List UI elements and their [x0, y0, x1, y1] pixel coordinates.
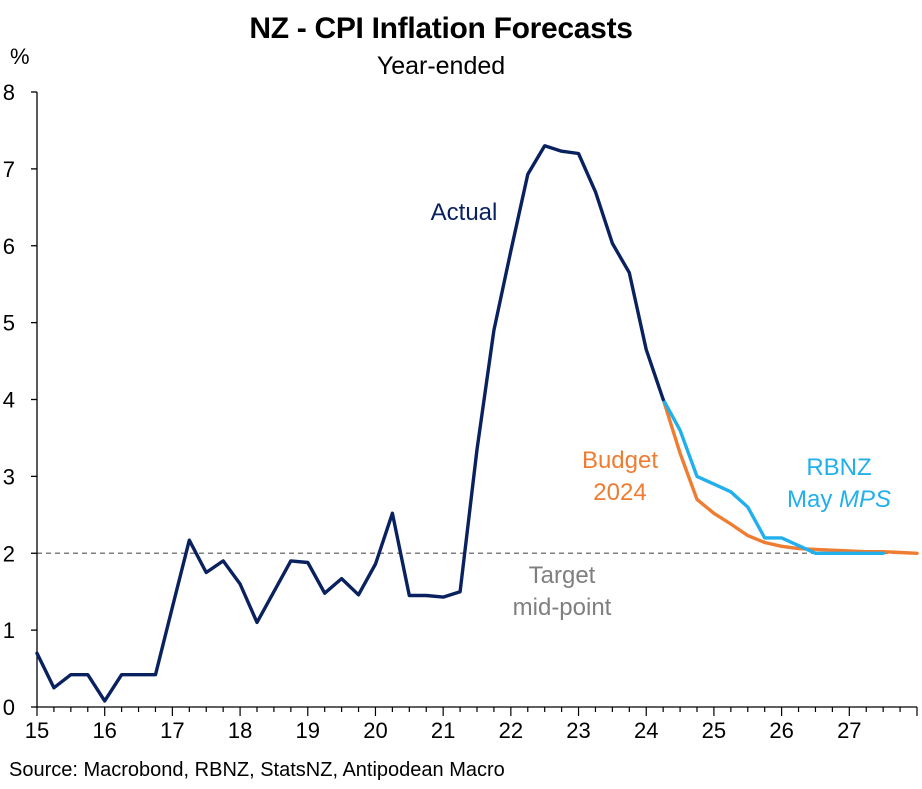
- x-tick-label: 17: [160, 718, 184, 743]
- x-tick-label: 20: [363, 718, 387, 743]
- x-tick-label: 21: [431, 718, 455, 743]
- x-tick-label: 15: [25, 718, 49, 743]
- chart-title: NZ - CPI Inflation Forecasts: [249, 12, 633, 45]
- y-tick-label: 3: [3, 464, 15, 489]
- rbnz-may-mps-series-label: RBNZ: [806, 454, 871, 481]
- x-tick-label: 19: [296, 718, 320, 743]
- x-tick-label: 25: [702, 718, 726, 743]
- x-tick-label: 22: [499, 718, 523, 743]
- target-mid-point-label: mid-point: [513, 594, 612, 621]
- series-layer: [35, 144, 919, 703]
- y-tick-label: 6: [3, 234, 15, 259]
- x-tick-label: 24: [634, 718, 658, 743]
- annotation-layer: Actual Budget 2024 RBNZ May MPS Target mid-poi…: [431, 199, 891, 621]
- actual-series-label: Actual: [431, 199, 498, 226]
- x-tick-label: 16: [92, 718, 116, 743]
- x-tick-label: 18: [228, 718, 252, 743]
- chart-subtitle: Year-ended: [376, 52, 506, 80]
- y-tick-label: 8: [3, 80, 15, 105]
- x-tick-label: 26: [769, 718, 793, 743]
- rbnz-may-mps-series-label: May MPS: [787, 486, 891, 513]
- y-axis-unit-label: %: [10, 44, 30, 69]
- budget-2024-series-label: Budget: [582, 447, 658, 474]
- source-note: Source: Macrobond, RBNZ, StatsNZ, Antipo…: [9, 759, 505, 781]
- x-tick-label: 23: [566, 718, 590, 743]
- target-mid-point-label: Target: [529, 562, 596, 589]
- rbnz-may-mps-series-line: [661, 397, 885, 555]
- y-tick-label: 1: [3, 618, 15, 643]
- x-tick-label: 27: [837, 718, 861, 743]
- actual-series-line: [35, 144, 665, 703]
- y-tick-label: 5: [3, 311, 15, 336]
- budget-2024-series-label: 2024: [593, 479, 646, 506]
- budget-2024-series-line: [661, 397, 919, 555]
- y-tick-label: 2: [3, 541, 15, 566]
- y-tick-label: 4: [3, 388, 15, 413]
- y-tick-label: 0: [3, 695, 15, 720]
- y-tick-label: 7: [3, 157, 15, 182]
